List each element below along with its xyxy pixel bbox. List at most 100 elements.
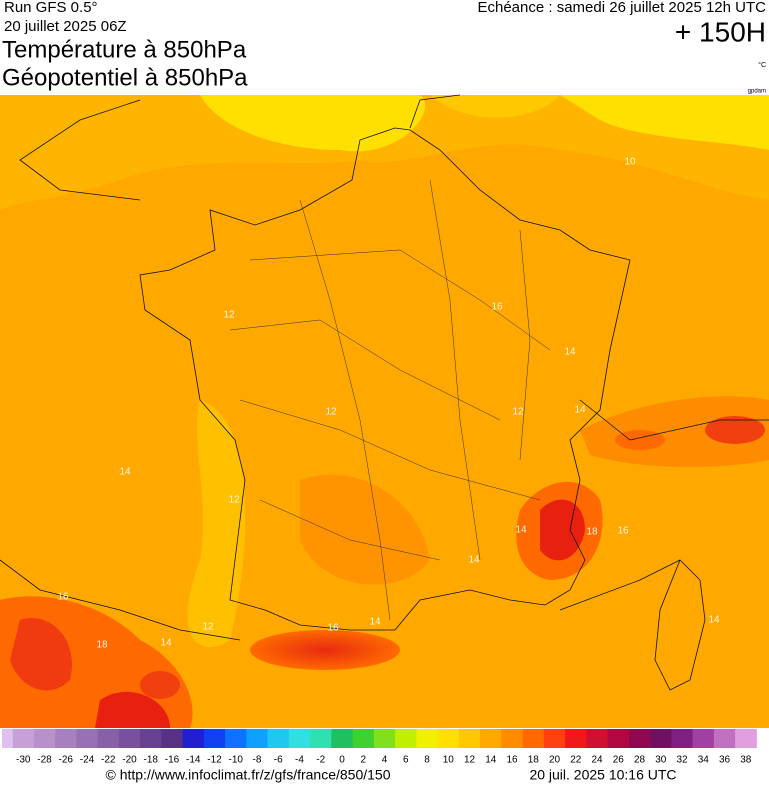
legend-swatch: [650, 729, 672, 748]
legend-label: 6: [403, 755, 409, 766]
timestamp: 20 juil. 2025 10:16 UTC: [529, 767, 676, 783]
legend-label: -30: [16, 755, 31, 766]
contour-label: 14: [468, 555, 480, 566]
field: [580, 396, 769, 467]
coastline: [139, 127, 631, 631]
contour-label: 14: [564, 347, 576, 358]
legend-swatch: [501, 729, 524, 748]
legend-swatch: [565, 729, 587, 748]
legend-swatch: [225, 729, 247, 748]
legend-label: 0: [339, 755, 345, 766]
legend-swatch: [692, 729, 715, 748]
legend-swatch: [267, 729, 290, 748]
field: [0, 95, 769, 210]
legend-label: 18: [528, 755, 540, 766]
contour-label: 12: [228, 495, 240, 506]
contour-label: 14: [574, 405, 586, 416]
legend-label: 16: [506, 755, 518, 766]
legend-label: 24: [591, 755, 603, 766]
legend-label: -12: [207, 755, 222, 766]
legend-swatch: [373, 729, 396, 748]
legend-swatch: [437, 729, 460, 748]
field: [140, 671, 180, 699]
legend-swatch: [161, 729, 184, 748]
contour-label: 14: [708, 615, 720, 626]
legend-label: 32: [676, 755, 688, 766]
credit: gpdam: [748, 89, 766, 95]
legend-swatch: [97, 729, 120, 748]
field: [430, 95, 560, 118]
run-date: 20 juillet 2025 06Z: [4, 18, 127, 35]
legend-swatch: [480, 729, 502, 748]
legend-label: -18: [144, 755, 159, 766]
legend-label: 28: [634, 755, 646, 766]
legend-label: -2: [316, 755, 325, 766]
source-url: © http://www.infoclimat.fr/z/gfs/france/…: [106, 767, 391, 783]
run: Run GFS 0.5°: [4, 0, 98, 16]
legend-label: 36: [719, 755, 731, 766]
legend-swatch: [713, 729, 736, 748]
contour-label: 12: [223, 310, 235, 321]
legend-label: 38: [740, 755, 752, 766]
field: [300, 474, 430, 585]
legend-label: 4: [382, 755, 388, 766]
legend-swatch: [458, 729, 481, 748]
field: [187, 400, 246, 648]
legend-swatch: [586, 729, 609, 748]
legend-label: 34: [698, 755, 710, 766]
legend-swatch: [55, 729, 77, 748]
legend-swatch: [33, 729, 56, 748]
legend-label: 20: [549, 755, 561, 766]
legend-swatch: [607, 729, 630, 748]
department-borders: [229, 179, 551, 621]
map: [0, 94, 769, 728]
legend-label: 2: [360, 755, 366, 766]
legend-label: 12: [464, 755, 476, 766]
legend-label: -14: [186, 755, 201, 766]
offset: + 150H: [675, 16, 766, 47]
legend-swatch: [416, 729, 439, 748]
valid-time: Echéance : samedi 26 juillet 2025 12h UT…: [477, 0, 766, 16]
legend-swatch: [76, 729, 99, 748]
contour-label: 18: [586, 527, 598, 538]
contour-label: 14: [369, 617, 381, 628]
legend-swatch: [288, 729, 311, 748]
contour-label: 12: [325, 407, 337, 418]
legend-label: 22: [570, 755, 582, 766]
legend-label: -28: [37, 755, 52, 766]
legend-swatch: [310, 729, 332, 748]
legend-label: 10: [443, 755, 455, 766]
legend-swatch: [522, 729, 545, 748]
legend-swatch: [735, 729, 757, 748]
legend-swatch: [246, 729, 269, 748]
field: [250, 630, 400, 670]
title-1: Température à 850hPa: [2, 36, 247, 63]
legend-label: 14: [485, 755, 497, 766]
contour-label: 14: [160, 638, 172, 649]
legend-swatch: [628, 729, 651, 748]
legend-label: -8: [253, 755, 262, 766]
field: [705, 416, 765, 444]
field: [615, 430, 665, 450]
legend-label: -20: [122, 755, 137, 766]
contour-label: 16: [617, 526, 629, 537]
legend-swatch: [118, 729, 141, 748]
legend-swatch: [182, 729, 205, 748]
contour-label: 16: [57, 592, 69, 603]
contour-label: 10: [624, 157, 636, 168]
legend-swatch: [12, 729, 35, 748]
title-2: Géopotentiel à 850hPa: [2, 64, 248, 91]
legend-swatch: [395, 729, 417, 748]
contour-label: 18: [96, 640, 108, 651]
unit: °C: [758, 61, 766, 69]
contour-label: 14: [515, 525, 527, 536]
legend-swatch: [331, 729, 354, 748]
contour-labels: 10 12 16 14 12 12 14 14 12 14 18 16 14 16 18 14 12 16 14 14: [57, 157, 720, 651]
contour-label: 16: [327, 623, 339, 634]
legend-swatch: [2, 729, 13, 748]
legend-label: -16: [165, 755, 180, 766]
legend-swatch: [543, 729, 566, 748]
legend-label: -22: [101, 755, 116, 766]
legend-swatch: [671, 729, 694, 748]
coastline: [0, 94, 769, 691]
